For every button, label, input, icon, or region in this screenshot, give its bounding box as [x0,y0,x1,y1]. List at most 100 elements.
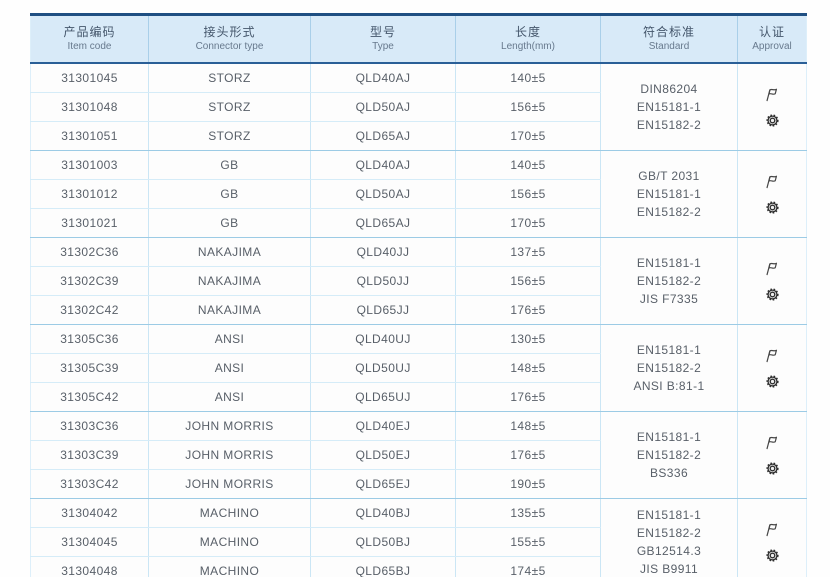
length-cell: 156±5 [455,179,601,209]
length-cell: 170±5 [455,208,601,238]
type-cell: QLD65AJ [310,208,456,238]
length-cell: 176±5 [455,382,601,412]
type-cell: QLD40JJ [310,237,456,267]
col-header-approval: 认证 Approval [737,14,807,64]
col-header-standard-en: Standard [648,41,690,52]
item-code-cell: 31301003 [30,150,149,180]
type-cell: QLD50JJ [310,266,456,296]
table-row: 31301045 STORZ QLD40AJ 140±5 DIN86204 EN15181… [30,63,807,151]
approval-cell [737,411,807,499]
table-row: 31302C36 NAKAJIMA QLD40JJ 137±5 EN15181-1 EN1… [30,237,807,325]
standard-line: DIN86204 [640,82,698,96]
col-header-approval-zh: 认证 [758,25,785,39]
approval-icons [738,261,806,302]
approval-icons [738,435,806,476]
connector-type-cell: ANSI [148,353,311,383]
standard-line: EN15182-2 [636,274,702,288]
table-row: 31305C42 ANSI QLD65UJ 176±5 [30,382,807,412]
col-header-item-code-zh: 产品编码 [63,25,116,39]
length-cell: 130±5 [455,324,601,354]
item-code-cell: 31301051 [30,121,149,151]
type-cell: QLD40AJ [310,63,456,93]
standard-cell: EN15181-1 EN15182-2 GB12514.3 JIS B9911 [600,498,738,577]
approval-cell [737,150,807,238]
standard-line: EN15181-1 [636,187,702,201]
type-cell: QLD40AJ [310,150,456,180]
col-header-connector-type-zh: 接头形式 [203,25,256,39]
length-cell: 148±5 [455,411,601,441]
col-header-connector-type-en: Connector type [195,41,264,52]
table-body: 31301045 STORZ QLD40AJ 140±5 DIN86204 EN15181… [30,63,807,577]
connector-type-cell: ANSI [148,324,311,354]
item-code-cell: 31304048 [30,556,149,577]
connector-type-cell: NAKAJIMA [148,266,311,296]
length-cell: 170±5 [455,121,601,151]
type-cell: QLD50AJ [310,179,456,209]
standard-line: EN15181-1 [636,343,702,357]
length-cell: 155±5 [455,527,601,557]
standard-cell: EN15181-1 EN15182-2 JIS F7335 [600,237,738,325]
gear-seal-icon [765,113,780,128]
col-header-type-en: Type [372,41,394,52]
item-code-cell: 31301021 [30,208,149,238]
connector-type-cell: GB [148,179,311,209]
approval-cell [737,324,807,412]
item-code-cell: 31302C39 [30,266,149,296]
gear-seal-icon [765,287,780,302]
item-code-cell: 31304045 [30,527,149,557]
item-code-cell: 31305C42 [30,382,149,412]
length-cell: 176±5 [455,295,601,325]
standard-line: EN15181-1 [636,430,702,444]
type-cell: QLD40EJ [310,411,456,441]
gear-seal-icon [765,200,780,215]
col-header-standard-zh: 符合标准 [642,25,695,39]
standard-line: EN15181-1 [636,256,702,270]
col-header-length-zh: 长度 [514,25,541,39]
approval-cell [737,498,807,577]
standard-line: GB/T 2031 [638,169,700,183]
header-row: 产品编码 Item code 接头形式 Connector type 型号 Ty… [30,14,807,64]
table-row: 31302C39 NAKAJIMA QLD50JJ 156±5 [30,266,807,296]
certificate-flag-icon [764,174,781,189]
table-row: 31301048 STORZ QLD50AJ 156±5 [30,92,807,122]
item-code-cell: 31303C39 [30,440,149,470]
type-cell: QLD50BJ [310,527,456,557]
standard-cell: GB/T 2031 EN15181-1 EN15182-2 [600,150,738,238]
certificate-flag-icon [764,435,781,450]
table-row: 31304048 MACHINO QLD65BJ 174±5 [30,556,807,577]
table-row: 31304045 MACHINO QLD50BJ 155±5 [30,527,807,557]
type-cell: QLD65AJ [310,121,456,151]
length-cell: 140±5 [455,63,601,93]
col-header-item-code-en: Item code [67,41,112,52]
connector-type-cell: GB [148,208,311,238]
item-code-cell: 31305C36 [30,324,149,354]
table-row: 31301051 STORZ QLD65AJ 170±5 [30,121,807,151]
item-code-cell: 31302C42 [30,295,149,325]
item-code-cell: 31304042 [30,498,149,528]
connector-type-cell: STORZ [148,121,311,151]
item-code-cell: 31305C39 [30,353,149,383]
type-cell: QLD50AJ [310,92,456,122]
gear-seal-icon [765,548,780,563]
table-row: 31305C39 ANSI QLD50UJ 148±5 [30,353,807,383]
gear-seal-icon [765,461,780,476]
standard-line: EN15182-2 [636,361,702,375]
connector-type-cell: JOHN MORRIS [148,469,311,499]
table-row: 31303C42 JOHN MORRIS QLD65EJ 190±5 [30,469,807,499]
connector-type-cell: STORZ [148,63,311,93]
standard-cell: EN15181-1 EN15182-2 ANSI B:81-1 [600,324,738,412]
type-cell: QLD65BJ [310,556,456,577]
table-row: 31303C36 JOHN MORRIS QLD40EJ 148±5 EN15181-1… [30,411,807,499]
length-cell: 140±5 [455,150,601,180]
type-cell: QLD40UJ [310,324,456,354]
type-cell: QLD40BJ [310,498,456,528]
type-cell: QLD50UJ [310,353,456,383]
length-cell: 174±5 [455,556,601,577]
col-header-type: 型号 Type [310,14,456,64]
connector-type-cell: MACHINO [148,527,311,557]
certificate-flag-icon [764,348,781,363]
length-cell: 135±5 [455,498,601,528]
table-row: 31301021 GB QLD65AJ 170±5 [30,208,807,238]
standard-line: BS336 [649,466,689,480]
table-header: 产品编码 Item code 接头形式 Connector type 型号 Ty… [30,14,807,64]
